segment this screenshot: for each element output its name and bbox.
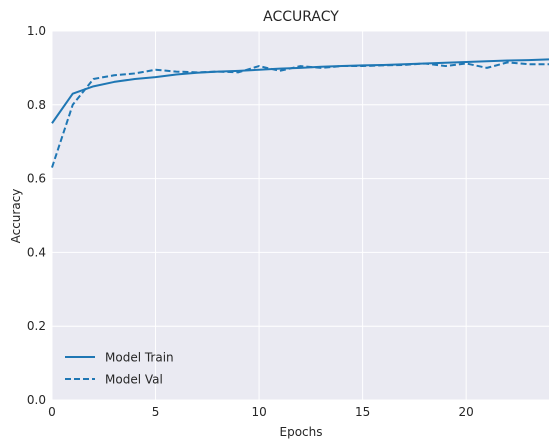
y-axis-label: Accuracy xyxy=(9,189,23,244)
y-tick-label: 0.6 xyxy=(27,172,46,186)
x-tick-label: 0 xyxy=(48,405,56,419)
series-line-model-train xyxy=(51,58,550,124)
y-tick-label: 0.8 xyxy=(27,98,46,112)
y-tick-label: 1.0 xyxy=(27,24,46,38)
x-tick-label: 10 xyxy=(251,405,266,419)
tick-labels: 0 5 10 15 20 0.0 0.2 0.4 0.6 0.8 1.0 xyxy=(27,24,474,419)
plot-area-background xyxy=(52,31,549,400)
legend-train-label: Model Train xyxy=(105,351,174,365)
y-tick-label: 0.2 xyxy=(27,319,46,333)
series-line-model-val xyxy=(51,61,549,168)
x-axis-label: Epochs xyxy=(280,425,323,439)
x-tick-label: 15 xyxy=(355,405,370,419)
y-tick-label: 0.0 xyxy=(27,393,46,407)
series-group xyxy=(51,58,550,168)
chart-title: ACCURACY xyxy=(263,9,339,25)
x-tick-label: 5 xyxy=(152,405,160,419)
legend-val-label: Model Val xyxy=(105,373,163,387)
grid-lines xyxy=(51,30,549,401)
legend: Model Train Model Val xyxy=(65,351,174,387)
y-tick-label: 0.4 xyxy=(27,245,46,259)
x-tick-label: 20 xyxy=(459,405,474,419)
